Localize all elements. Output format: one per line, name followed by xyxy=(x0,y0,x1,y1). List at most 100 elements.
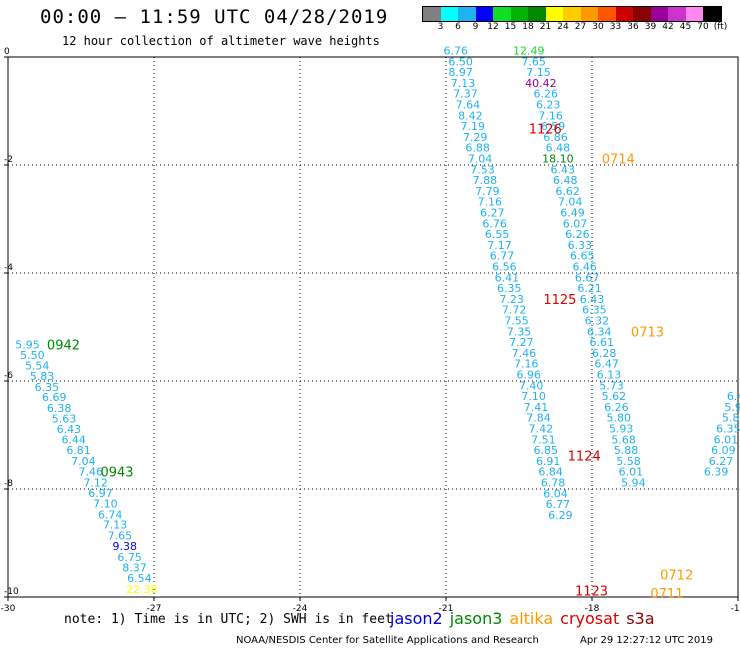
wave-height-label: 7.15 xyxy=(526,66,551,79)
wave-height-label: 5.50 xyxy=(20,349,45,362)
wave-height-label: 7.79 xyxy=(475,185,500,198)
wave-height-label: 6.21 xyxy=(577,282,602,295)
wave-height-label: 7.13 xyxy=(451,77,476,90)
color-scale-swatch xyxy=(633,7,651,21)
wave-height-label: 5.58 xyxy=(616,455,641,468)
color-scale-swatch xyxy=(528,7,546,21)
wave-height-label: 6.55 xyxy=(485,228,510,241)
wave-height-label: 5.83 xyxy=(30,370,55,383)
wave-height-label: 6.50 xyxy=(448,55,473,68)
wave-height-label: 6.88 xyxy=(465,142,490,155)
wave-height-label: 7.16 xyxy=(478,196,503,209)
wave-height-label: 7.12 xyxy=(83,477,108,490)
wave-height-label: 7.88 xyxy=(473,174,498,187)
wave-height-label: 6.78 xyxy=(541,477,566,490)
data-marks: 5.955.505.545.836.356.696.385.636.436.44… xyxy=(15,45,740,603)
wave-height-label: 6.01 xyxy=(714,433,739,446)
wave-height-label: 5.80 xyxy=(607,412,632,425)
color-scale-label: 27 xyxy=(574,22,587,32)
wave-height-label: 7.27 xyxy=(509,336,534,349)
wave-height-label: 6.43 xyxy=(580,293,605,306)
wave-height-label: 7.65 xyxy=(108,529,133,542)
wave-height-label: 6.35 xyxy=(716,423,740,436)
wave-height-label: 7.42 xyxy=(529,423,554,436)
color-scale-swatch xyxy=(563,7,581,21)
wave-height-label: 7.84 xyxy=(526,412,551,425)
wave-height-label: 7.19 xyxy=(461,120,486,133)
color-scale-label: 24 xyxy=(557,22,569,32)
wave-height-label: 6.39 xyxy=(704,466,729,479)
color-scale-swatch xyxy=(615,7,633,21)
wave-height-label: 7.46 xyxy=(78,466,103,479)
color-scale-swatch xyxy=(668,7,686,21)
wave-height-label: 22.38 xyxy=(126,583,158,596)
wave-height-label: 6.43 xyxy=(57,423,82,436)
wave-height-label: 6.32 xyxy=(585,315,610,328)
wave-height-label: 7.10 xyxy=(93,498,118,511)
pass-time-label: 0714 xyxy=(602,153,635,168)
legend-entry-jason3: jason3 xyxy=(449,609,503,628)
y-tick-label: 0 xyxy=(4,47,10,57)
color-scale-label: 33 xyxy=(609,22,622,32)
wave-height-label: 7.53 xyxy=(470,163,495,176)
color-scale-swatch xyxy=(510,7,528,21)
color-scale-label: 6 xyxy=(455,22,461,32)
wave-height-label: 6.48 xyxy=(546,142,571,155)
color-scale-label: 3 xyxy=(437,22,444,32)
color-scale-swatch xyxy=(703,7,721,21)
wave-height-label: 6.46 xyxy=(572,261,597,274)
wave-height-label: 6.26 xyxy=(604,401,629,414)
wave-height-label: 12.49 xyxy=(513,45,545,58)
pass-time-label: 0943 xyxy=(100,466,133,481)
wave-height-label: 6.56 xyxy=(492,261,517,274)
y-tick-label: -6 xyxy=(4,371,13,381)
color-scale-swatch xyxy=(685,7,703,21)
wave-height-label: 6.23 xyxy=(536,99,561,112)
wave-height-label: 7.55 xyxy=(504,315,529,328)
color-scale-swatch xyxy=(580,7,598,21)
wave-height-label: 7.04 xyxy=(558,196,583,209)
color-scale-swatch xyxy=(545,7,563,21)
wave-height-label: 6.96 xyxy=(516,369,541,382)
wave-height-label: 5.54 xyxy=(25,359,50,372)
wave-height-label: 6.69 xyxy=(42,391,67,404)
wave-height-label: 6.77 xyxy=(546,498,571,511)
pass-time-label: 1126 xyxy=(529,122,562,137)
wave-height-label: 7.16 xyxy=(514,358,539,371)
wave-height-label: 6.74 xyxy=(98,508,123,521)
wave-height-label: 5.88 xyxy=(614,444,639,457)
wave-height-label: 7.04 xyxy=(71,455,96,468)
wave-height-label: 7.16 xyxy=(538,109,563,122)
wave-height-label: 6.04 xyxy=(543,487,568,500)
mission-legend: jason2 jason3 altika cryosat s3a xyxy=(390,609,662,628)
page-subtitle: 12 hour collection of altimeter wave hei… xyxy=(62,34,380,48)
wave-height-label: 6.47 xyxy=(594,358,619,371)
wave-height-label: 7.13 xyxy=(103,519,128,532)
footer-date: Apr 29 12:27:12 UTC 2019 xyxy=(580,635,713,646)
color-scale-swatch xyxy=(440,7,458,21)
legend-entry-cryosat: cryosat xyxy=(560,609,620,628)
wave-height-label: 5.73 xyxy=(599,379,624,392)
pass-time-label: 0942 xyxy=(47,338,80,353)
wave-height-label: 5.9 xyxy=(724,401,740,414)
wave-height-label: 6.35 xyxy=(497,282,522,295)
wave-height-label: 7.41 xyxy=(524,401,549,414)
color-scale-swatch xyxy=(458,7,476,21)
pass-time-label: 0713 xyxy=(631,325,664,340)
plot-axes: -30 -27 -24 -21 -18 -15 0 -2 -4 -6 -8 -10 xyxy=(1,47,740,614)
wave-height-label: 6.35 xyxy=(35,381,60,394)
color-scale-swatch xyxy=(650,7,668,21)
wave-height-label: 6.85 xyxy=(534,444,559,457)
wave-height-label: 7.35 xyxy=(507,325,532,338)
wave-height-label: 6.81 xyxy=(66,444,91,457)
wave-height-label: 7.65 xyxy=(521,55,546,68)
wave-height-label: 6.75 xyxy=(117,551,142,564)
wave-height-label: 6.07 xyxy=(563,217,588,230)
pass-time-label: 1125 xyxy=(543,293,576,308)
wave-height-label: 6.54 xyxy=(127,572,152,585)
wave-height-label: 6.44 xyxy=(61,433,86,446)
wave-height-label: 6.91 xyxy=(536,455,561,468)
wave-height-label: 7.29 xyxy=(463,131,488,144)
wave-height-label: 5.95 xyxy=(15,338,40,351)
wave-height-label: 6.76 xyxy=(443,45,468,58)
